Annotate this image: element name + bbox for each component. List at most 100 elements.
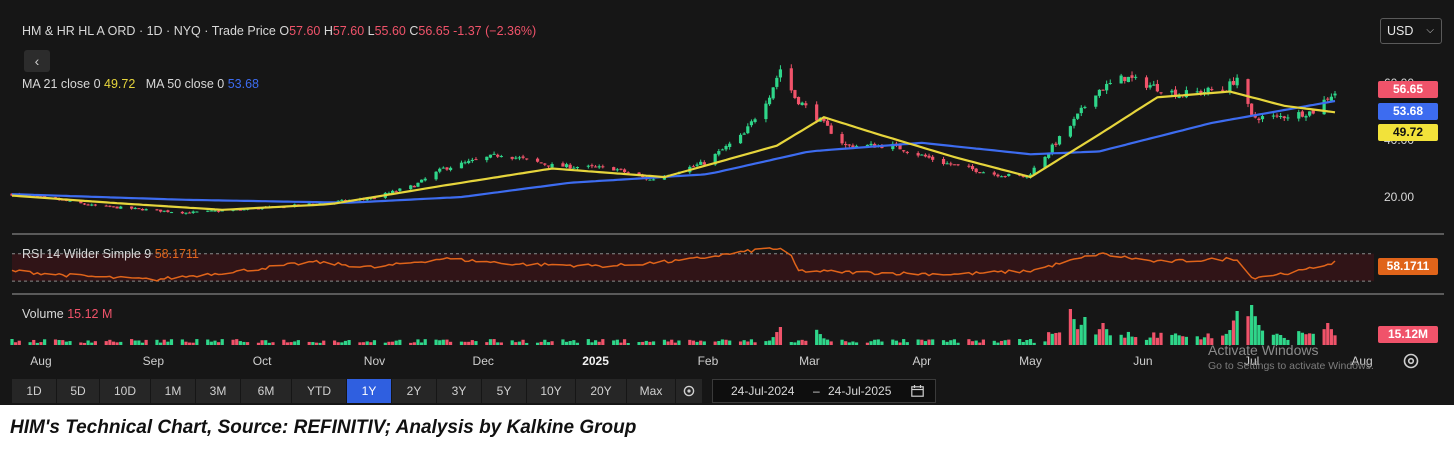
volume-bar [394, 340, 398, 345]
candle [891, 143, 895, 150]
candle [423, 178, 427, 181]
settings-icon[interactable] [1401, 351, 1421, 371]
panel-divider-volume[interactable] [12, 293, 1444, 295]
volume-bar [1246, 316, 1250, 345]
range-button-3m[interactable]: 3M [196, 379, 240, 403]
volume-bar [597, 341, 601, 345]
volume-bar [282, 339, 286, 345]
candle [155, 209, 159, 211]
volume-bar [82, 342, 87, 345]
candle [1235, 77, 1239, 86]
volume-bar [1250, 305, 1254, 345]
volume-bar [525, 342, 529, 345]
volume-bar [28, 342, 32, 345]
volume-bar [1300, 332, 1304, 345]
panel-divider-rsi[interactable] [12, 233, 1444, 235]
range-settings-button[interactable] [676, 379, 702, 403]
candle [238, 209, 242, 211]
range-button-10y[interactable]: 10Y [527, 379, 575, 403]
range-button-5y[interactable]: 5Y [482, 379, 526, 403]
volume-bar [271, 342, 275, 345]
volume-bar [1271, 334, 1275, 345]
volume-bar [184, 341, 188, 345]
candle [829, 125, 833, 134]
candle [844, 144, 848, 146]
volume-bar [347, 340, 351, 345]
range-button-1y[interactable]: 1Y [347, 379, 391, 403]
price-type: Trade Price [211, 24, 276, 38]
volume-bar [441, 339, 445, 345]
range-button-max[interactable]: Max [627, 379, 675, 403]
candle [514, 157, 518, 159]
volume-bar [804, 340, 808, 345]
candle [448, 167, 453, 171]
range-button-1m[interactable]: 1M [151, 379, 195, 403]
candle [1126, 76, 1130, 83]
candle [1195, 91, 1199, 93]
candle [213, 210, 217, 212]
volume-bar [815, 329, 819, 345]
range-button-10d[interactable]: 10D [100, 379, 150, 403]
low-value: 55.60 [374, 24, 406, 38]
candle [499, 156, 503, 158]
candle [1054, 143, 1058, 145]
volume-bar [195, 339, 199, 345]
collapse-legend-button[interactable]: ‹ [24, 50, 50, 72]
volume-bar [796, 340, 801, 345]
low-label: L [367, 24, 375, 38]
volume-bar [104, 341, 108, 345]
range-button-1d[interactable]: 1D [12, 379, 56, 403]
volume-bar [999, 340, 1004, 345]
candle [535, 158, 540, 162]
range-button-20y[interactable]: 20Y [576, 379, 626, 403]
ma21-line [11, 90, 1336, 211]
currency-select[interactable]: USD ⌵ [1380, 18, 1442, 44]
ma50-value: 53.68 [227, 77, 259, 91]
volume-bar [238, 341, 242, 345]
range-button-6m[interactable]: 6M [241, 379, 291, 403]
candle [1206, 87, 1210, 94]
price-chart[interactable]: 60.0040.0020.00 [0, 0, 1454, 405]
range-button-ytd[interactable]: YTD [292, 379, 346, 403]
range-button-2y[interactable]: 2Y [392, 379, 436, 403]
volume-bar [753, 342, 757, 345]
volume-bar [242, 341, 246, 345]
range-button-3y[interactable]: 3Y [437, 379, 481, 403]
date-to[interactable]: 24-Jul-2025 [828, 384, 892, 398]
candle [1333, 93, 1337, 96]
candle [409, 185, 413, 190]
volume-bar [35, 342, 39, 345]
volume-bar [1126, 331, 1130, 345]
volume-bar [514, 342, 518, 345]
currency-value: USD [1387, 24, 1414, 38]
volume-bar [666, 341, 670, 345]
range-button-5d[interactable]: 5D [57, 379, 99, 403]
volume-bar [1181, 336, 1185, 345]
volume-bar [564, 341, 569, 345]
candle [86, 204, 90, 206]
date-range-picker[interactable]: 24-Jul-2024 – 24-Jul-2025 [712, 379, 936, 403]
date-from[interactable]: 24-Jul-2024 [731, 384, 795, 398]
candle [949, 163, 953, 165]
volume-bar [372, 340, 377, 345]
volume-bar [111, 341, 116, 345]
candle [1221, 89, 1225, 91]
volume-bar [691, 340, 696, 345]
volume-bar [670, 339, 674, 345]
candle [717, 151, 721, 155]
calendar-icon[interactable] [911, 385, 924, 397]
candle [1246, 79, 1250, 104]
volume-bar [1148, 337, 1152, 345]
volume-bar [260, 340, 264, 345]
candle [1083, 106, 1087, 108]
volume-bar [767, 340, 772, 345]
candle [974, 168, 978, 172]
volume-bar [981, 339, 986, 345]
candle [898, 144, 902, 150]
volume-bar [738, 341, 743, 345]
candle [434, 171, 438, 180]
volume-bar [57, 340, 61, 345]
volume-bar [159, 342, 163, 345]
candle [865, 144, 870, 147]
candle [43, 196, 47, 198]
